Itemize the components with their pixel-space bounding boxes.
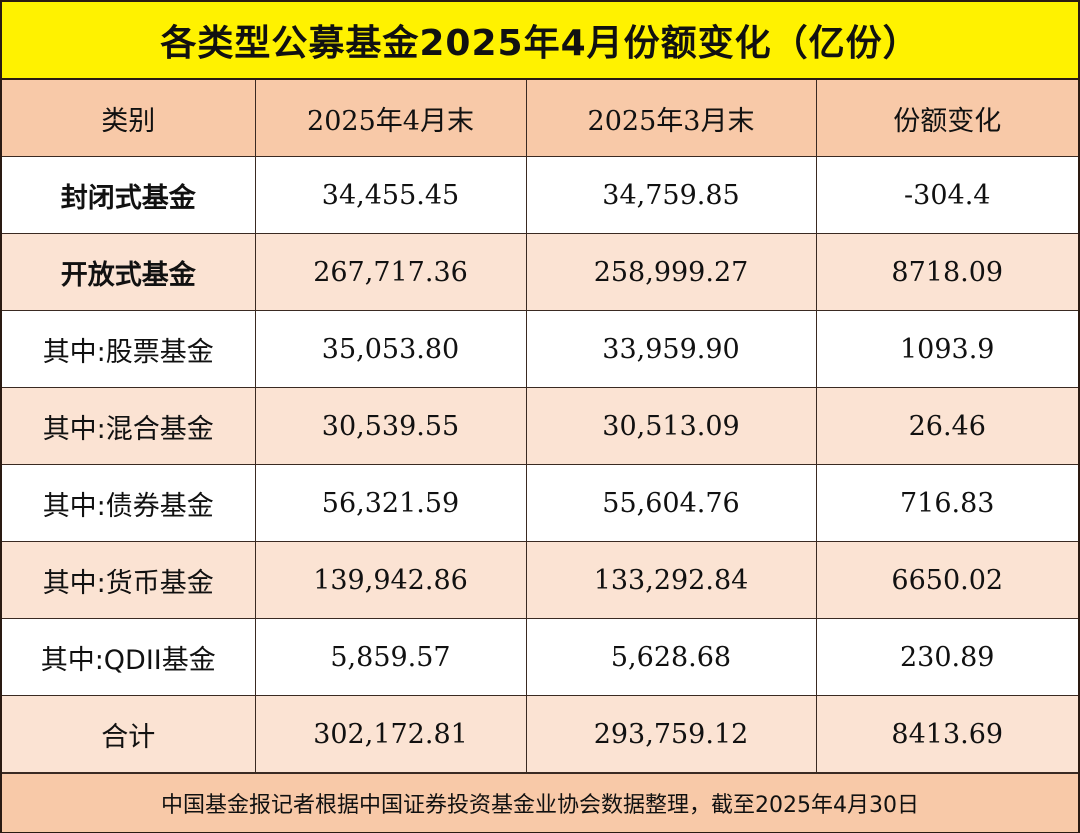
row-category: 合计	[2, 695, 256, 773]
row-april-value: 267,717.36	[254, 233, 527, 311]
row-change-value: 716.83	[815, 464, 1078, 542]
row-march-value: 293,759.12	[525, 695, 817, 773]
row-change-value: 230.89	[815, 618, 1078, 696]
row-category: 其中:股票基金	[2, 310, 256, 388]
row-april-value: 5,859.57	[254, 618, 527, 696]
row-change-value: 26.46	[815, 387, 1078, 465]
row-march-value: 55,604.76	[525, 464, 817, 542]
table-header-row: 类别 2025年4月末 2025年3月末 份额变化	[2, 80, 1078, 157]
row-change-value: 8413.69	[815, 695, 1078, 773]
row-change-value: -304.4	[815, 156, 1078, 234]
row-category: 开放式基金	[2, 233, 256, 311]
row-april-value: 34,455.45	[254, 156, 527, 234]
row-change-value: 6650.02	[815, 541, 1078, 619]
row-april-value: 302,172.81	[254, 695, 527, 773]
row-april-value: 35,053.80	[254, 310, 527, 388]
row-march-value: 30,513.09	[525, 387, 817, 465]
table-row-stock: 其中:股票基金 35,053.80 33,959.90 1093.9	[2, 310, 1078, 388]
table-row-closed-end: 封闭式基金 34,455.45 34,759.85 -304.4	[2, 156, 1078, 234]
row-change-value: 1093.9	[815, 310, 1078, 388]
row-march-value: 5,628.68	[525, 618, 817, 696]
source-note: 中国基金报记者根据中国证券投资基金业协会数据整理，截至2025年4月30日	[2, 773, 1078, 832]
header-change: 份额变化	[815, 80, 1078, 157]
row-march-value: 34,759.85	[525, 156, 817, 234]
row-april-value: 139,942.86	[254, 541, 527, 619]
table-row-total: 合计 302,172.81 293,759.12 8413.69	[2, 695, 1078, 773]
row-category: 其中:债券基金	[2, 464, 256, 542]
row-category: 封闭式基金	[2, 156, 256, 234]
row-category: 其中:QDII基金	[2, 618, 256, 696]
fund-share-table: 类别 2025年4月末 2025年3月末 份额变化 封闭式基金 34,455.4…	[2, 80, 1078, 773]
row-change-value: 8718.09	[815, 233, 1078, 311]
table-row-money-market: 其中:货币基金 139,942.86 133,292.84 6650.02	[2, 541, 1078, 619]
table-row-qdii: 其中:QDII基金 5,859.57 5,628.68 230.89	[2, 618, 1078, 696]
row-march-value: 258,999.27	[525, 233, 817, 311]
header-category: 类别	[2, 80, 256, 157]
row-march-value: 133,292.84	[525, 541, 817, 619]
table-row-open-end: 开放式基金 267,717.36 258,999.27 8718.09	[2, 233, 1078, 311]
header-march: 2025年3月末	[525, 80, 817, 157]
header-april: 2025年4月末	[254, 80, 527, 157]
row-april-value: 56,321.59	[254, 464, 527, 542]
row-category: 其中:混合基金	[2, 387, 256, 465]
row-march-value: 33,959.90	[525, 310, 817, 388]
table-row-bond: 其中:债券基金 56,321.59 55,604.76 716.83	[2, 464, 1078, 542]
row-april-value: 30,539.55	[254, 387, 527, 465]
row-category: 其中:货币基金	[2, 541, 256, 619]
table-title: 各类型公募基金2025年4月份额变化（亿份）	[2, 2, 1078, 80]
table-row-hybrid: 其中:混合基金 30,539.55 30,513.09 26.46	[2, 387, 1078, 465]
